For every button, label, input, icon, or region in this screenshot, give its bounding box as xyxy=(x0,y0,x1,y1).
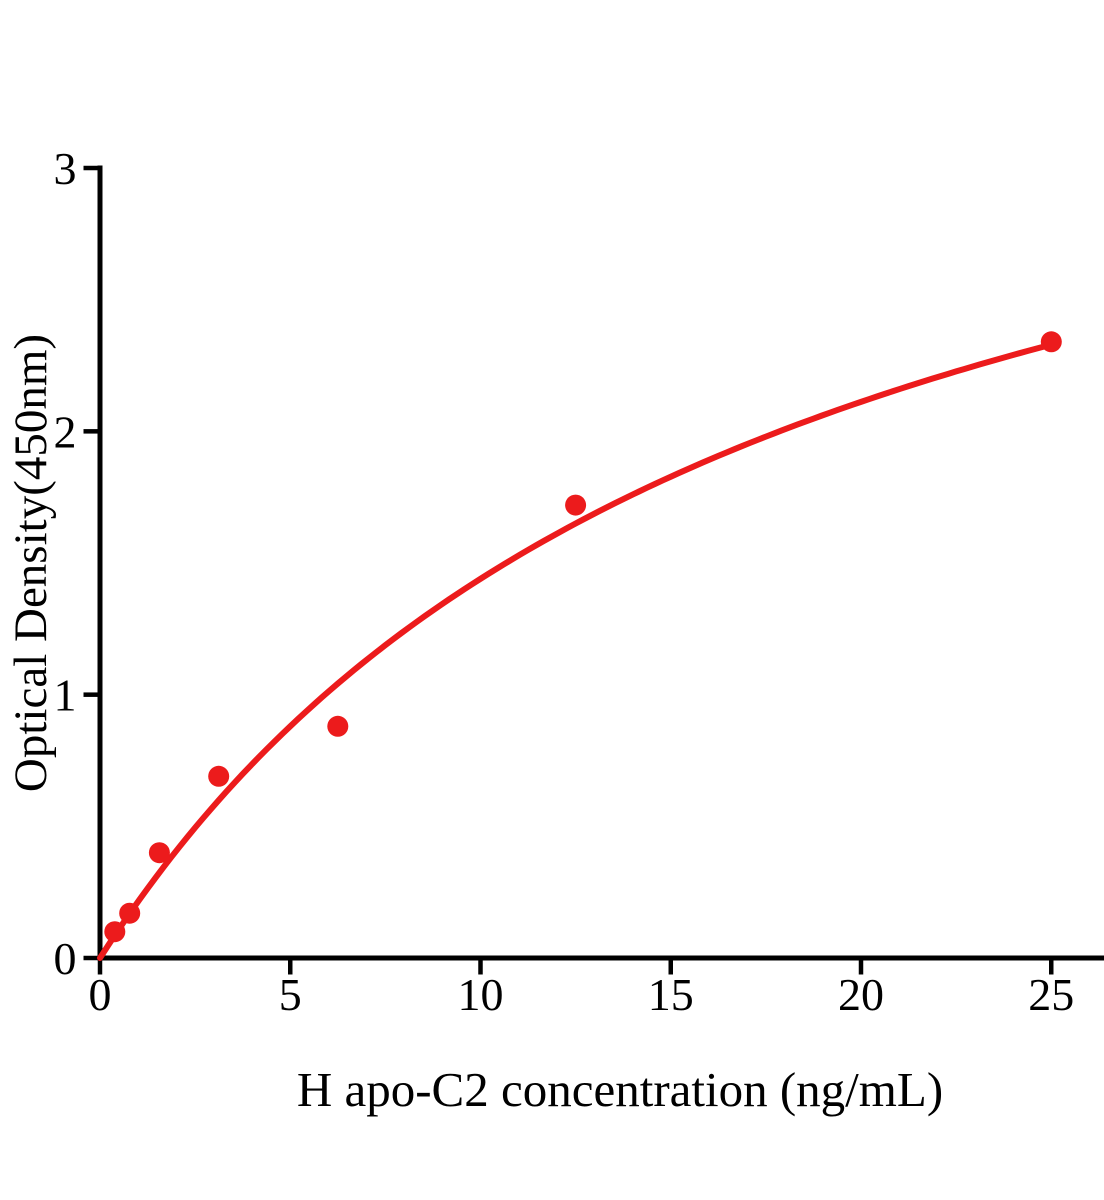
x-axis-title: H apo-C2 concentration (ng/mL) xyxy=(297,1062,943,1117)
data-point xyxy=(104,921,126,943)
data-point xyxy=(119,902,141,924)
y-axis-title: Optical Density(450nm) xyxy=(5,334,57,792)
x-tick-label: 10 xyxy=(458,969,504,1020)
y-tick-label: 2 xyxy=(54,406,77,457)
x-tick-label: 0 xyxy=(89,969,112,1020)
x-tick-label: 20 xyxy=(838,969,884,1020)
x-tick-label: 15 xyxy=(648,969,694,1020)
data-point xyxy=(208,765,230,787)
data-point xyxy=(327,715,349,737)
y-tick-label: 3 xyxy=(54,143,77,194)
y-tick-label: 0 xyxy=(54,933,77,984)
x-tick-label: 5 xyxy=(279,969,302,1020)
fit-curve-layer xyxy=(97,341,1055,961)
x-tick-label: 25 xyxy=(1028,969,1074,1020)
data-point xyxy=(148,842,170,864)
data-points-layer xyxy=(104,331,1062,943)
data-point xyxy=(565,494,587,516)
y-tick-label: 1 xyxy=(54,670,77,721)
axes-layer: 0 5 10 15 20 25 0 1 2 3 xyxy=(54,143,1104,1020)
data-point xyxy=(1040,331,1062,353)
fit-curve xyxy=(97,341,1055,961)
